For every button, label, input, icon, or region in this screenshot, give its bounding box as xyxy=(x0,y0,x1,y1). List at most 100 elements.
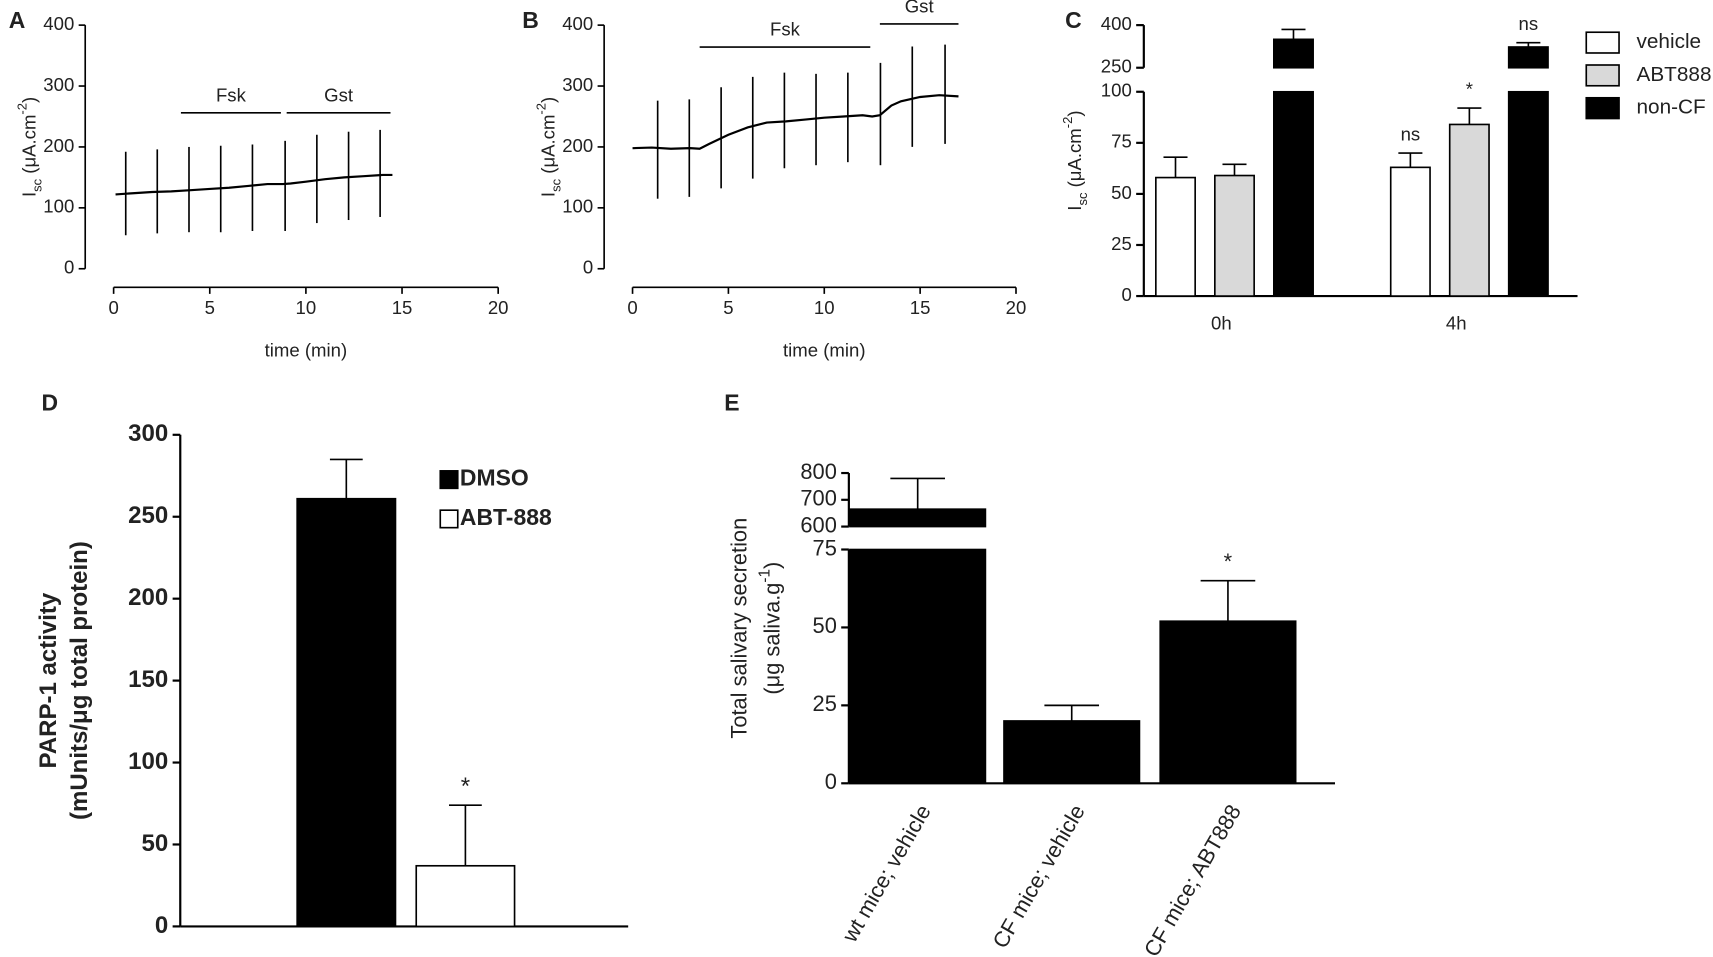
y-tick-label: 100 xyxy=(1101,80,1132,101)
y-tick-label: 400 xyxy=(562,13,593,34)
x-tick-label: 4h xyxy=(1446,312,1467,333)
bar xyxy=(296,497,397,928)
significance: * xyxy=(1224,549,1233,574)
y-tick-label: 75 xyxy=(813,535,837,560)
y-tick-label: 600 xyxy=(800,512,836,537)
y-axis-label: PARP-1 activity xyxy=(36,592,63,768)
x-tick-label: 15 xyxy=(392,297,413,318)
y-axis-label: (mUnits/μg total protein) xyxy=(66,541,93,820)
legend-label: ABT-888 xyxy=(460,504,552,530)
y-tick-label: 100 xyxy=(562,196,593,217)
bar xyxy=(1273,90,1314,297)
bar xyxy=(1273,38,1314,69)
y-axis-label-part: ) xyxy=(1064,110,1085,116)
trace xyxy=(632,94,959,150)
y-axis-label-part: sc xyxy=(1075,192,1090,206)
y-tick-label: 250 xyxy=(1101,56,1132,77)
bar xyxy=(849,508,987,528)
y-axis-label: Isc (μA.cm-2) xyxy=(1060,110,1090,210)
legend-label: DMSO xyxy=(460,465,529,491)
y-tick-label: 25 xyxy=(1111,233,1132,254)
y-axis-label: Isc (μA.cm-2) xyxy=(533,97,563,197)
x-tick-label: 10 xyxy=(814,297,835,318)
annotation: Fsk xyxy=(770,19,801,40)
x-tick-label: 0 xyxy=(627,297,637,318)
y-tick-label: 300 xyxy=(128,420,168,447)
y-axis-label-part: -2 xyxy=(1060,117,1075,129)
y-axis-label-part: I xyxy=(537,192,558,197)
bar xyxy=(1214,174,1255,297)
y-axis-label: Isc (μA.cm-2) xyxy=(15,97,45,197)
x-tick-label: 15 xyxy=(910,297,931,318)
legend-label: non-CF xyxy=(1637,96,1706,119)
x-axis-label: time (min) xyxy=(265,340,348,361)
y-axis-label-part: sc xyxy=(30,178,45,192)
x-tick-label: 0h xyxy=(1211,312,1232,333)
y-axis-label-part: ) xyxy=(537,97,558,103)
legend-swatch xyxy=(1585,31,1620,54)
y-tick-label: 150 xyxy=(128,666,168,693)
y-axis-label-part: PARP-1 activity xyxy=(36,592,63,768)
trace xyxy=(115,173,393,196)
y-tick-label: 0 xyxy=(64,257,74,278)
y-tick-label: 250 xyxy=(128,502,168,529)
bar xyxy=(1389,166,1431,297)
y-axis-label-part: -2 xyxy=(15,103,30,115)
y-axis-label-part: (μg saliva.g xyxy=(759,583,784,695)
y-axis-label: (μg saliva.g-1) xyxy=(756,562,784,695)
bar xyxy=(1507,90,1549,297)
x-tick-label: wt mice; vehicle xyxy=(837,800,936,947)
annotation: Gst xyxy=(905,0,935,16)
panel-letter: A xyxy=(9,7,26,33)
bar xyxy=(1159,620,1297,785)
legend-swatch xyxy=(1585,96,1620,120)
y-tick-label: 50 xyxy=(1111,182,1132,203)
x-tick-label: 10 xyxy=(296,297,317,318)
y-axis-label-part: I xyxy=(19,192,40,197)
y-axis-label-part: I xyxy=(1064,206,1085,211)
y-axis-label-part: Total salivary secretion xyxy=(726,518,751,739)
panel-letter: E xyxy=(724,389,739,415)
x-tick-label: 5 xyxy=(205,297,215,318)
y-tick-label: 0 xyxy=(825,769,837,794)
annotation: Fsk xyxy=(216,84,247,105)
significance: ns xyxy=(1401,123,1421,144)
y-tick-label: 300 xyxy=(43,74,74,95)
y-tick-label: 50 xyxy=(142,830,169,857)
bar xyxy=(1155,176,1196,297)
bar xyxy=(849,548,987,785)
legend-swatch xyxy=(1585,64,1620,87)
y-tick-label: 0 xyxy=(155,912,168,939)
significance: * xyxy=(1466,79,1473,100)
y-tick-label: 800 xyxy=(800,459,836,484)
bar xyxy=(1003,720,1141,785)
panel-letter: D xyxy=(42,389,59,415)
y-axis-label-part: (μA.cm xyxy=(537,115,558,179)
significance: ns xyxy=(1519,13,1539,34)
bar xyxy=(1507,46,1549,69)
legend-label: vehicle xyxy=(1637,30,1702,53)
significance: * xyxy=(461,773,470,800)
bar xyxy=(415,864,516,928)
y-axis-label-part: ) xyxy=(759,562,784,569)
legend-swatch xyxy=(439,509,459,529)
y-tick-label: 300 xyxy=(562,74,593,95)
y-axis-label: Total salivary secretion xyxy=(726,518,751,739)
y-tick-label: 400 xyxy=(43,13,74,34)
y-tick-label: 0 xyxy=(583,257,593,278)
x-tick-label: CF mice; ABT888 xyxy=(1139,800,1246,957)
y-axis-label-part: (μA.cm xyxy=(1064,128,1085,192)
x-tick-label: 0 xyxy=(108,297,118,318)
y-tick-label: 100 xyxy=(128,748,168,775)
y-tick-label: 0 xyxy=(1121,284,1131,305)
y-axis-label-part: sc xyxy=(548,178,563,192)
y-tick-label: 200 xyxy=(43,135,74,156)
y-axis-label-part: (μA.cm xyxy=(19,115,40,179)
panel-letter: C xyxy=(1065,7,1082,33)
y-axis-label-part: (mUnits/μg total protein) xyxy=(66,541,93,820)
y-axis-label-part: ) xyxy=(19,97,40,103)
bar xyxy=(1448,123,1490,297)
legend-swatch xyxy=(439,470,459,490)
y-tick-label: 25 xyxy=(813,691,837,716)
